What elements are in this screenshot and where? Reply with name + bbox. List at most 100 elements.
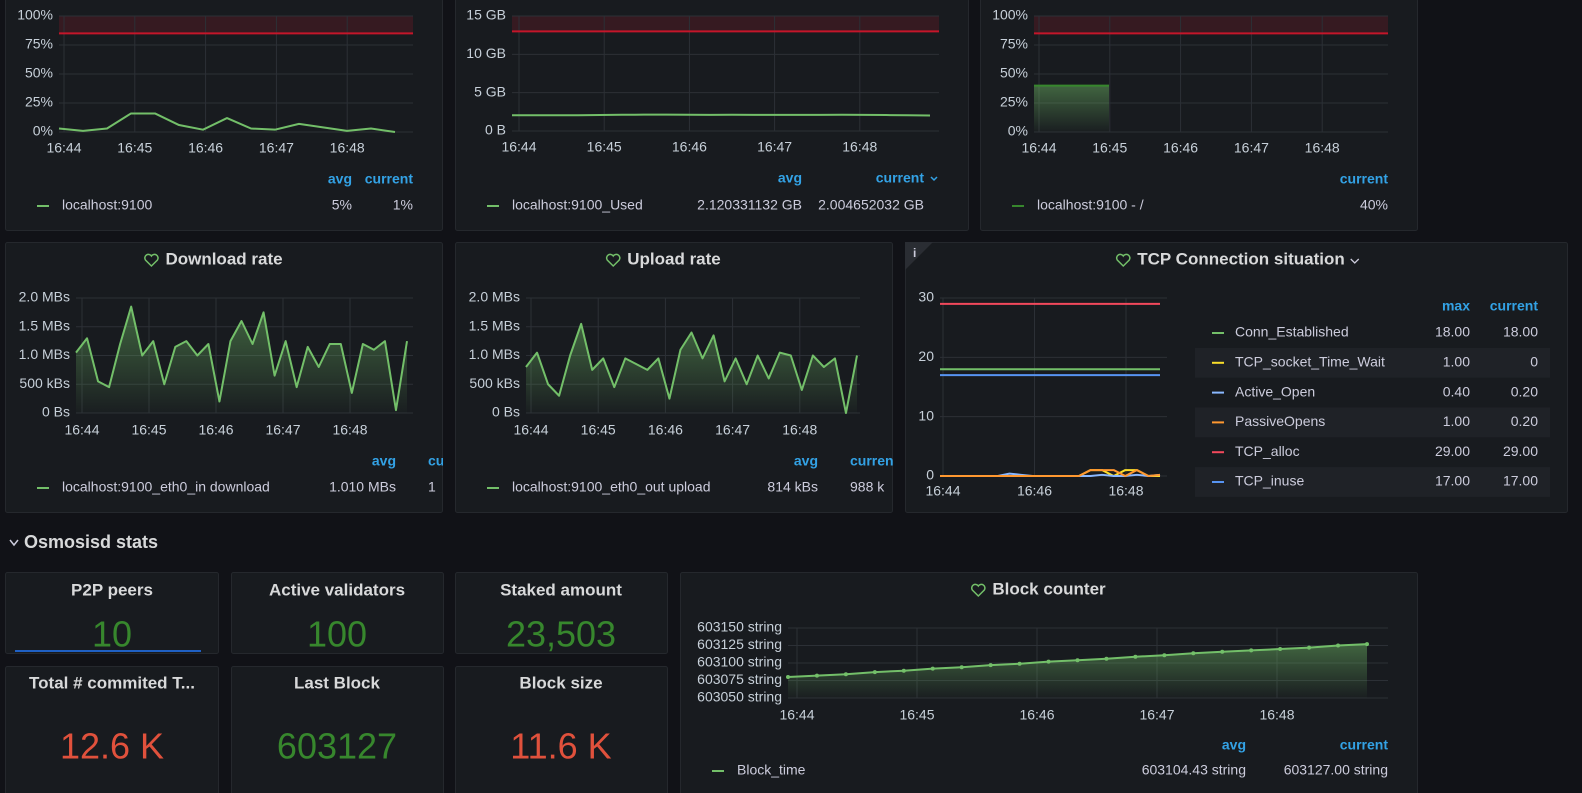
- health-icon: [1115, 253, 1131, 268]
- stat-value: 603127: [277, 726, 397, 767]
- series-point: [1191, 651, 1196, 656]
- legend-value: 1%: [393, 197, 413, 213]
- series-point: [1104, 656, 1109, 661]
- legend-header[interactable]: avg: [328, 171, 352, 187]
- y-tick-label: 603100 string: [697, 654, 782, 670]
- legend-header[interactable]: current: [1340, 171, 1389, 187]
- y-tick-label: 75%: [1000, 36, 1028, 52]
- y-tick-label: 1.5 MBs: [19, 317, 70, 333]
- legend-name: TCP_socket_Time_Wait: [1235, 354, 1385, 370]
- y-tick-label: 603150 string: [697, 619, 782, 635]
- x-tick-label: 16:47: [1139, 707, 1174, 723]
- series-point: [1133, 654, 1138, 659]
- legend-header[interactable]: current: [850, 453, 899, 469]
- legend-value: 603104.43 string: [1142, 762, 1246, 778]
- y-tick-label: 0%: [33, 123, 53, 139]
- y-tick-label: 500 kBs: [469, 375, 520, 391]
- stat-title: Staked amount: [500, 580, 622, 599]
- legend-value: 17.00: [1503, 473, 1538, 489]
- x-tick-label: 16:45: [587, 139, 622, 155]
- stat-value: 23,503: [506, 614, 616, 655]
- legend-header[interactable]: avg: [794, 453, 818, 469]
- legend-header[interactable]: current: [1340, 737, 1389, 753]
- panel-content: 15 GB 10 GB 5 GB 0 B16:44 16:45 16:46 16:47 16:…: [466, 7, 939, 213]
- legend-row-bg: [1195, 347, 1550, 378]
- y-tick-label: 500 kBs: [19, 375, 70, 391]
- row-chevron[interactable]: [9, 539, 19, 547]
- x-tick-label: 16:48: [842, 139, 877, 155]
- y-tick-label: 25%: [1000, 94, 1028, 110]
- legend-header[interactable]: avg: [778, 170, 802, 186]
- series-point: [814, 673, 819, 678]
- series-point: [930, 666, 935, 671]
- threshold-area: [1034, 16, 1388, 34]
- series-point: [1336, 643, 1341, 648]
- panel: [5, 572, 219, 654]
- legend-name: Active_Open: [1235, 383, 1315, 399]
- series-line: [58, 112, 396, 133]
- legend-header[interactable]: max: [1442, 298, 1470, 314]
- series-point: [901, 668, 906, 673]
- series-line: [75, 305, 408, 412]
- legend-header[interactable]: current: [876, 170, 925, 186]
- legend-value: 0: [1530, 354, 1538, 370]
- x-tick-label: 16:47: [265, 422, 300, 438]
- sort-chevron: [930, 176, 938, 182]
- series-point: [786, 675, 790, 679]
- y-tick-label: 0 Bs: [492, 404, 520, 420]
- x-tick-label: 16:48: [1305, 140, 1340, 156]
- title-chevron: [1350, 258, 1360, 264]
- health-icon: [971, 583, 986, 598]
- y-tick-label: 0 B: [485, 122, 506, 138]
- stat-value: 11.6 K: [510, 726, 611, 767]
- y-tick-label: 50%: [25, 65, 53, 81]
- x-tick-label: 16:46: [1163, 140, 1198, 156]
- panel-content: Active validators 100: [269, 580, 405, 654]
- y-tick-label: 75%: [25, 36, 53, 52]
- series-line: [940, 469, 1161, 477]
- stat-value: 10: [92, 614, 132, 655]
- panel-title: Upload rate: [627, 249, 721, 268]
- panel-content: Block size 11.6 K: [510, 673, 611, 766]
- series-point: [1046, 659, 1051, 664]
- legend-header[interactable]: current: [365, 171, 414, 187]
- legend-row-bg: [1195, 407, 1550, 438]
- x-tick-label: 16:48: [330, 140, 365, 156]
- panel: [231, 572, 444, 654]
- legend-header[interactable]: avg: [1222, 737, 1246, 753]
- series-area: [1034, 85, 1109, 132]
- x-tick-label: 16:45: [117, 140, 152, 156]
- legend-header[interactable]: current: [1490, 298, 1539, 314]
- y-tick-label: 1.5 MBs: [469, 317, 520, 333]
- series-point: [1220, 649, 1225, 654]
- legend-name: PassiveOpens: [1235, 413, 1325, 429]
- legend-value: 29.00: [1435, 443, 1470, 459]
- series-area: [788, 644, 1367, 698]
- legend-name: localhost:9100_eth0_in download: [62, 479, 270, 495]
- legend-value: 18.00: [1435, 324, 1470, 340]
- info-icon: i: [913, 246, 916, 260]
- series-point: [1307, 645, 1312, 650]
- x-tick-label: 16:44: [513, 422, 548, 438]
- y-tick-label: 100%: [17, 7, 53, 23]
- panel: [5, 666, 219, 793]
- legend-header[interactable]: avg: [372, 453, 396, 469]
- x-tick-label: 16:46: [648, 422, 683, 438]
- series-area: [76, 306, 407, 413]
- series-point: [988, 663, 993, 668]
- panel-content: Staked amount 23,503: [500, 580, 622, 654]
- x-tick-label: 16:44: [46, 140, 81, 156]
- x-tick-label: 16:47: [259, 140, 294, 156]
- series-line: [525, 322, 858, 414]
- legend-row-bg: [1195, 467, 1550, 497]
- x-tick-label: 16:44: [779, 707, 814, 723]
- x-tick-label: 16:44: [64, 422, 99, 438]
- y-tick-label: 30: [918, 289, 934, 305]
- legend-header[interactable]: current: [428, 453, 477, 469]
- row-title[interactable]: Osmosisd stats: [24, 532, 158, 552]
- panel: [455, 666, 668, 793]
- legend-value: 1.010 MBs: [329, 479, 396, 495]
